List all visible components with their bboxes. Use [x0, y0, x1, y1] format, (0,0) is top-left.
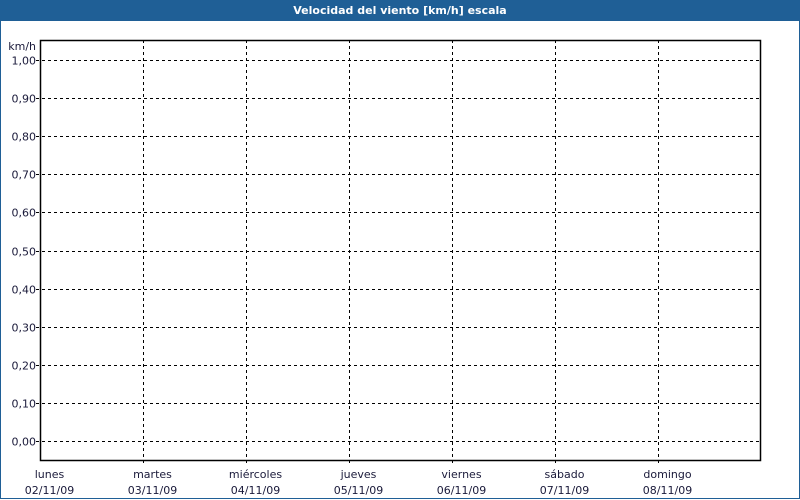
- y-tick-label: 0,40: [12, 284, 37, 297]
- x-tick-day: domingo: [643, 468, 691, 481]
- x-tick-date: 05/11/09: [334, 484, 383, 497]
- y-tick-label: 0,10: [12, 398, 37, 411]
- x-tick-day: jueves: [340, 468, 377, 481]
- y-tick-label: 1,00: [12, 55, 37, 68]
- x-tick-date: 04/11/09: [231, 484, 280, 497]
- y-axis-label: km/h: [8, 40, 36, 53]
- y-tick-label: 0,60: [12, 207, 37, 220]
- window-title: Velocidad del viento [km/h] escala: [0, 0, 800, 21]
- x-tick-date: 06/11/09: [437, 484, 486, 497]
- y-tick-label: 0,50: [12, 246, 37, 259]
- x-tick-date: 02/11/09: [25, 484, 74, 497]
- x-tick-date: 08/11/09: [643, 484, 692, 497]
- y-tick-label: 0,00: [12, 436, 37, 449]
- x-tick-day: miércoles: [229, 468, 282, 481]
- y-tick-label: 0,80: [12, 131, 37, 144]
- x-tick-day: martes: [133, 468, 172, 481]
- y-tick-label: 0,70: [12, 169, 37, 182]
- x-tick-day: viernes: [441, 468, 481, 481]
- x-tick-day: sábado: [545, 468, 585, 481]
- y-tick-label: 0,20: [12, 360, 37, 373]
- plot-frame: [39, 39, 762, 462]
- x-tick-day: lunes: [35, 468, 65, 481]
- y-tick-label: 0,90: [12, 93, 37, 106]
- x-tick-date: 03/11/09: [128, 484, 177, 497]
- x-tick-date: 07/11/09: [540, 484, 589, 497]
- y-tick-label: 0,30: [12, 322, 37, 335]
